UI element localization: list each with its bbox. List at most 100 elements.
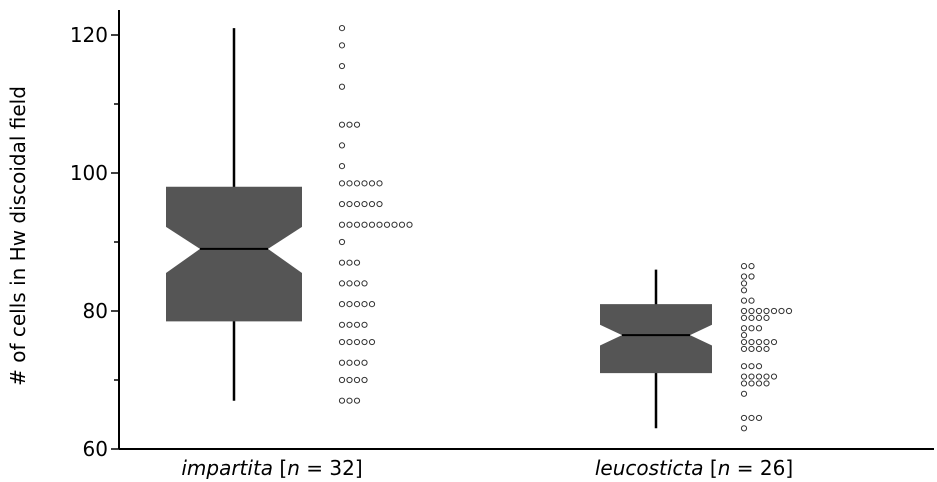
y-tick-label: 120 — [70, 23, 108, 47]
data-point — [368, 200, 376, 208]
data-point — [353, 359, 361, 366]
data-point — [376, 221, 383, 228]
data-point — [763, 373, 770, 380]
data-point — [338, 397, 346, 404]
data-point — [740, 425, 748, 432]
data-point — [748, 325, 755, 332]
data-point — [346, 359, 353, 366]
box — [166, 186, 302, 322]
data-point — [740, 280, 748, 287]
data-point — [368, 301, 376, 308]
data-point — [361, 301, 368, 308]
boxes — [166, 28, 712, 429]
data-point — [748, 338, 755, 346]
data-point — [346, 280, 353, 287]
data-point — [740, 338, 748, 346]
data-point — [361, 359, 368, 366]
data-point — [338, 62, 346, 70]
data-point — [338, 142, 346, 149]
n-suffix: = 26] — [730, 456, 793, 480]
data-point — [353, 280, 361, 287]
data-point — [346, 301, 353, 308]
data-point — [338, 376, 346, 384]
data-point — [353, 376, 361, 384]
data-point — [740, 297, 748, 304]
data-point — [398, 221, 406, 228]
n-variable: n — [718, 456, 731, 480]
data-point — [361, 221, 368, 228]
data-point — [740, 390, 748, 397]
data-point — [391, 221, 398, 228]
x-category-label: leucosticta [n = 26] — [595, 456, 793, 480]
data-point — [361, 280, 368, 287]
data-point — [755, 314, 763, 321]
data-point — [353, 180, 361, 187]
data-point — [353, 338, 361, 346]
data-point — [376, 180, 383, 187]
data-point — [338, 359, 346, 366]
data-point — [346, 221, 353, 228]
data-point — [346, 200, 353, 208]
data-point — [785, 307, 793, 315]
data-point — [338, 200, 346, 208]
data-point — [406, 221, 413, 228]
y-tick-label: 100 — [70, 161, 108, 185]
data-point — [361, 200, 368, 208]
data-point — [755, 414, 763, 422]
data-point — [353, 259, 361, 266]
data-point — [346, 121, 353, 128]
data-point — [361, 180, 368, 187]
data-point — [755, 373, 763, 380]
data-point — [740, 332, 748, 339]
data-point — [346, 259, 353, 266]
data-point — [361, 376, 368, 384]
data-point — [748, 263, 755, 270]
data-point — [338, 42, 346, 49]
data-point — [755, 345, 763, 353]
data-point — [368, 338, 376, 346]
data-point — [346, 397, 353, 404]
axes: 60 80 100 120 — [70, 10, 934, 461]
data-point — [748, 314, 755, 321]
data-point — [755, 380, 763, 387]
data-point — [346, 321, 353, 328]
data-point — [338, 83, 346, 90]
dot-strips — [338, 25, 793, 432]
data-point — [740, 325, 748, 332]
data-point — [763, 345, 770, 353]
data-point — [353, 121, 361, 128]
data-point — [346, 376, 353, 384]
data-point — [368, 180, 376, 187]
n-variable: n — [287, 456, 300, 480]
data-point — [346, 180, 353, 187]
data-point — [338, 25, 346, 32]
data-point — [755, 363, 763, 370]
y-tick-label: 60 — [83, 437, 108, 461]
data-point — [740, 363, 748, 370]
data-point — [763, 380, 770, 387]
data-point — [770, 338, 778, 346]
data-point — [383, 221, 391, 228]
data-point — [361, 338, 368, 346]
data-point — [748, 414, 755, 422]
data-point — [346, 338, 353, 346]
data-point — [368, 221, 376, 228]
data-point — [740, 314, 748, 321]
data-point — [353, 221, 361, 228]
data-point — [740, 380, 748, 387]
data-point — [353, 321, 361, 328]
data-point — [755, 325, 763, 332]
y-axis-label: # of cells in Hw discoidal field — [6, 86, 30, 386]
data-point — [755, 338, 763, 346]
data-point — [748, 380, 755, 387]
box — [600, 304, 712, 374]
species-name: impartita — [181, 456, 273, 480]
data-point — [740, 307, 748, 315]
data-point — [763, 307, 770, 315]
data-point — [338, 259, 346, 266]
data-point — [770, 307, 778, 315]
data-point — [748, 373, 755, 380]
data-point — [338, 221, 346, 228]
data-point — [338, 280, 346, 287]
